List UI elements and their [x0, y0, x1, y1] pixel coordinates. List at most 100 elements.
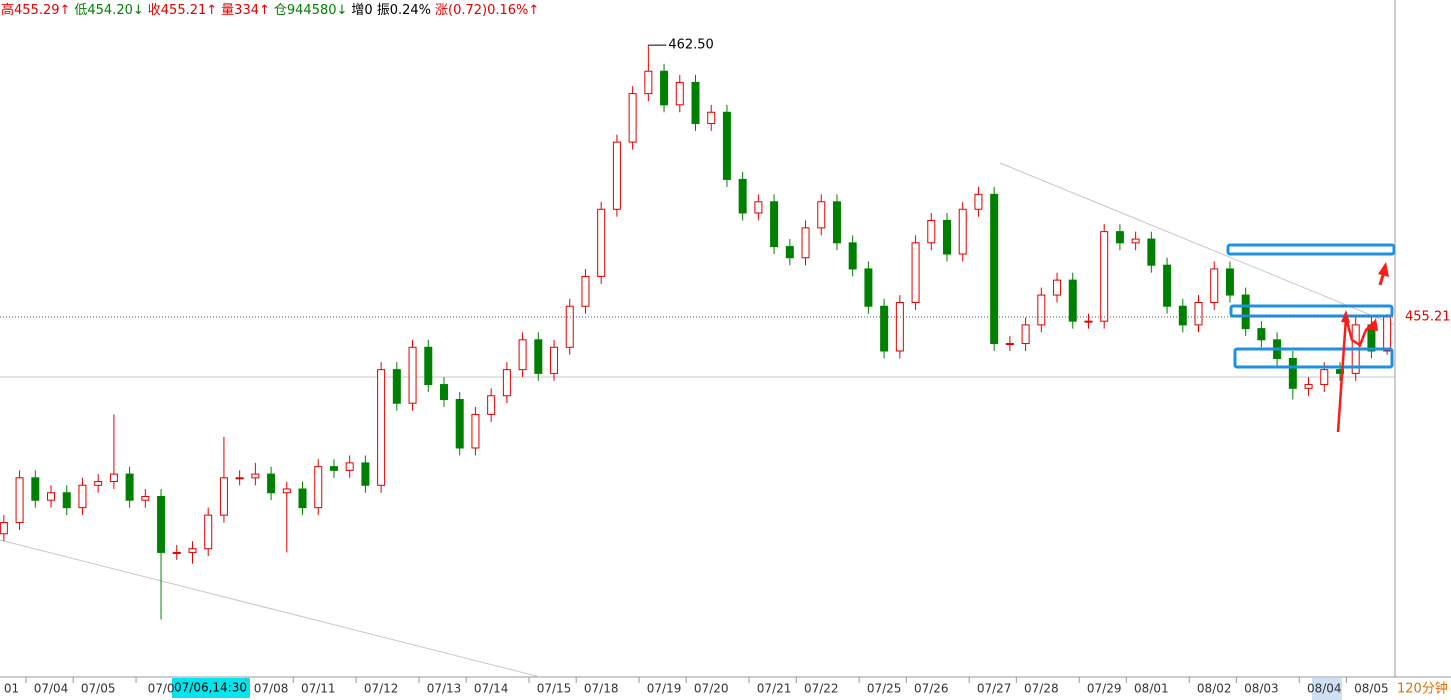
x-tick-label: 07/08 — [254, 682, 289, 696]
candle-body — [1037, 294, 1046, 326]
candle-body — [251, 473, 260, 479]
candle-body — [1163, 264, 1172, 307]
candle-body — [691, 81, 700, 124]
x-tick-label: 07/18 — [584, 682, 619, 696]
x-tick-label: 07/20 — [694, 682, 729, 696]
arrow-head — [1378, 262, 1389, 277]
candle-body — [1320, 369, 1329, 386]
x-tick-label: 08/03 — [1244, 682, 1279, 696]
x-tick-label: 08/04 — [1307, 682, 1342, 696]
header-item: 涨(0.72)0.16%↑ — [435, 3, 539, 18]
x-tick-label: 07/11 — [301, 682, 336, 696]
candle-body — [612, 141, 621, 210]
x-tick-label: 07/29 — [1087, 682, 1122, 696]
header-item: 振0.24% — [377, 3, 431, 18]
box — [1226, 243, 1396, 256]
header-item: 量334↑ — [221, 3, 270, 18]
candle-body — [141, 495, 150, 501]
candle-body — [628, 93, 637, 143]
candle-body — [1225, 268, 1234, 296]
last-price-label: 455.21 — [1405, 310, 1451, 325]
candle-body — [15, 477, 24, 524]
trend-line — [999, 162, 1396, 326]
candle-body — [157, 495, 166, 553]
annotations — [1226, 243, 1396, 433]
arrow-head — [1341, 310, 1378, 331]
x-tick-label: 07/22 — [804, 682, 839, 696]
candle-body — [471, 413, 480, 449]
max-label: 462.50 — [668, 38, 714, 53]
candle-body — [943, 219, 952, 255]
candle-body — [345, 462, 354, 471]
x-tick-label: 07/12 — [364, 682, 399, 696]
x-tick-label: 07/25 — [867, 682, 902, 696]
x-tick-label: 07/28 — [1024, 682, 1059, 696]
candle-body — [1100, 231, 1109, 322]
x-tick-label: 07/27 — [977, 682, 1012, 696]
candle-body — [974, 193, 983, 210]
candle-body — [125, 473, 134, 501]
candle-body — [848, 242, 857, 270]
candle-body — [644, 70, 653, 95]
candle-body — [1005, 343, 1014, 346]
candle-body — [314, 466, 323, 509]
candle-body — [0, 522, 8, 535]
candle-body — [832, 201, 841, 244]
x-tick-label: 01 — [4, 682, 19, 696]
candle-body — [502, 369, 511, 397]
header-item: 高455.29↑ — [1, 2, 70, 18]
candle-body — [817, 201, 826, 229]
candle-body — [1257, 328, 1266, 341]
candle-body — [94, 481, 103, 486]
candle-body — [597, 208, 606, 277]
candle-body — [1383, 316, 1392, 352]
candles — [0, 45, 1392, 620]
candle-body — [1021, 324, 1030, 345]
candle-body — [738, 178, 747, 214]
candle-body — [424, 346, 433, 386]
candle-body — [518, 339, 527, 371]
x-tick-label: 07/05 — [81, 682, 116, 696]
candle-body — [298, 488, 307, 509]
header-item: 增0 — [351, 3, 372, 18]
candle-body — [1068, 279, 1077, 322]
candle-body — [282, 488, 291, 494]
candle-body — [1194, 302, 1203, 326]
candle-body — [565, 305, 574, 348]
candle-body — [361, 462, 370, 486]
candle-body — [219, 477, 228, 516]
candle-body — [1131, 238, 1140, 244]
candle-body — [329, 466, 338, 471]
candle-body — [1241, 294, 1250, 330]
box — [1229, 304, 1394, 318]
x-tick-label: 07/13 — [427, 682, 462, 696]
cursor-label: 07/06,14:30 — [174, 681, 247, 695]
x-highlight — [1312, 678, 1342, 700]
candle-body — [487, 395, 496, 415]
cursor-box — [172, 678, 250, 698]
x-tick-label: 08/02 — [1197, 682, 1232, 696]
period-label: 120分钟 — [1397, 681, 1448, 697]
candle-body — [31, 477, 40, 501]
candle-body — [707, 111, 716, 124]
candle-body — [62, 492, 71, 509]
candle-body — [660, 70, 669, 106]
x-tick-label: 07/14 — [474, 682, 509, 696]
candle-body — [911, 242, 920, 304]
header-item: 收455.21↑ — [148, 3, 217, 18]
candle-body — [377, 369, 386, 486]
candle-body — [172, 551, 181, 554]
x-tick-label: 07/0 — [148, 682, 175, 696]
candle-body — [927, 219, 936, 244]
candle-body — [1210, 268, 1219, 304]
candle-body — [455, 398, 464, 449]
header: 高455.29↑ 低454.20↓ 收455.21↑ 量334↑ 仓944580↓ 增0 振… — [1, 2, 539, 18]
candle-body — [534, 339, 543, 374]
candle-body — [880, 305, 889, 352]
candle-body — [1115, 231, 1124, 244]
candle-body — [408, 346, 417, 404]
arrow-path — [1336, 317, 1375, 433]
candle-body — [550, 346, 559, 374]
x-tick-label: 08/01 — [1134, 682, 1169, 696]
